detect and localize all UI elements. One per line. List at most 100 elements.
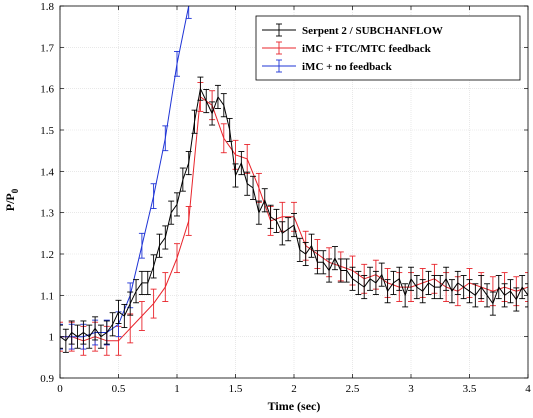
error-bar: [74, 324, 81, 349]
error-bar: [413, 275, 420, 300]
error-bar: [156, 233, 163, 258]
error-bar: [314, 250, 321, 275]
error-bar: [460, 275, 467, 300]
error-bar: [220, 93, 227, 118]
error-bar: [150, 254, 157, 279]
y-tick-label: 1: [49, 332, 55, 344]
error-bar: [367, 266, 374, 291]
error-bar: [431, 275, 438, 300]
error-bar: [191, 109, 198, 134]
error-bar: [238, 151, 245, 176]
error-bar: [396, 266, 403, 291]
legend-box: [255, 15, 521, 81]
error-bar: [162, 225, 169, 250]
x-tick-label: 2.5: [346, 383, 360, 395]
error-bar: [127, 291, 134, 316]
error-bar: [144, 270, 151, 295]
error-bar: [291, 213, 297, 238]
error-bar: [220, 123, 227, 154]
y-tick-label: 1.2: [40, 249, 54, 261]
error-bar: [179, 167, 186, 192]
error-bar: [331, 246, 338, 271]
error-bar: [150, 183, 157, 209]
error-bar: [384, 279, 391, 304]
error-bar: [62, 328, 69, 353]
error-bar: [138, 232, 145, 259]
legend-label: iMC + FTC/MTC feedback: [302, 43, 432, 55]
error-bar: [489, 291, 496, 316]
error-bar: [472, 283, 479, 308]
error-bar: [127, 313, 134, 344]
error-bar: [296, 237, 303, 262]
error-bar: [255, 200, 262, 225]
y-tick-label: 1.8: [40, 1, 54, 13]
error-bar: [343, 258, 350, 283]
error-bar: [86, 324, 93, 349]
legend-label: iMC + no feedback: [302, 61, 393, 73]
legend-item: Serpent 2 / SUBCHANFLOW: [262, 23, 443, 37]
error-bar: [525, 283, 528, 308]
x-tick-label: 0: [57, 383, 63, 395]
error-bar: [261, 188, 268, 213]
error-bar: [437, 275, 444, 300]
y-tick-label: 0.9: [40, 373, 54, 385]
y-axis-label: P/P0: [3, 188, 20, 211]
error-bar: [320, 250, 327, 275]
error-bar: [174, 51, 180, 77]
error-bar: [355, 270, 362, 295]
error-bar: [103, 320, 110, 345]
series-layer: [60, 6, 528, 356]
y-tick-label: 1.1: [40, 290, 54, 302]
error-bar: [273, 208, 280, 233]
x-tick-label: 2: [291, 383, 297, 395]
error-bar: [162, 125, 169, 152]
error-bar: [92, 316, 99, 341]
error-bar: [109, 312, 116, 337]
error-bar: [425, 270, 432, 295]
x-tick-label: 0.5: [112, 383, 126, 395]
error-bar: [302, 241, 309, 267]
error-bar: [267, 204, 274, 229]
y-axis-label-subscript: 0: [10, 188, 20, 193]
legend-label: Serpent 2 / SUBCHANFLOW: [302, 25, 443, 37]
error-bar: [250, 175, 257, 200]
error-bar: [133, 279, 140, 304]
error-bar: [203, 89, 210, 114]
error-bar: [60, 323, 63, 350]
error-bar: [308, 233, 315, 258]
error-bar: [361, 275, 368, 300]
error-bar: [115, 299, 122, 324]
error-bar: [279, 221, 286, 246]
y-tick-label: 1.4: [40, 166, 54, 178]
error-bar: [226, 117, 233, 143]
x-tick-label: 1.5: [229, 383, 243, 395]
y-tick-label: 1.7: [40, 42, 54, 54]
error-bar: [150, 288, 157, 319]
error-bar: [185, 151, 192, 176]
error-bar: [326, 258, 333, 283]
error-bar: [214, 84, 221, 109]
error-bar: [402, 283, 409, 308]
y-tick-label: 1.6: [40, 84, 54, 96]
error-bar: [408, 266, 414, 291]
y-axis-label-main: P/P: [3, 193, 17, 211]
error-bar: [162, 272, 169, 302]
legend: Serpent 2 / SUBCHANFLOW iMC + FTC/MTC fee…: [255, 15, 521, 81]
series-0: [60, 76, 528, 353]
error-bar: [390, 270, 397, 295]
y-tick-label: 1.5: [40, 125, 54, 137]
error-bar: [501, 283, 508, 308]
error-bar: [349, 266, 356, 291]
error-bar: [513, 287, 520, 312]
x-tick-label: 3: [408, 383, 414, 395]
error-bar: [185, 6, 192, 19]
x-tick-label: 1: [174, 383, 180, 395]
error-bar: [174, 192, 180, 217]
error-bar: [443, 266, 450, 291]
error-bar: [185, 206, 192, 236]
error-bar: [209, 101, 216, 126]
error-bar: [174, 243, 180, 274]
error-bar: [478, 275, 485, 300]
error-bar: [484, 283, 491, 308]
